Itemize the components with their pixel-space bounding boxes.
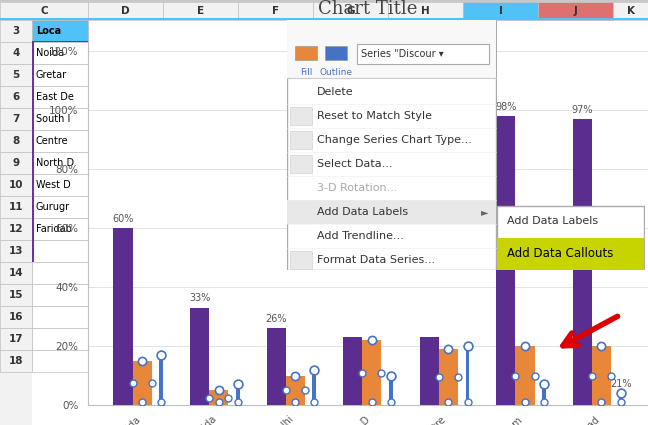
Text: 5: 5 (12, 70, 19, 80)
Point (223, 394, 233, 401)
FancyBboxPatch shape (32, 240, 34, 262)
FancyBboxPatch shape (0, 64, 32, 86)
FancyBboxPatch shape (32, 284, 88, 306)
FancyBboxPatch shape (32, 306, 88, 328)
Text: Select Data...: Select Data... (317, 159, 393, 169)
FancyBboxPatch shape (290, 107, 312, 125)
Bar (619, 393, 623, 405)
Point (596, 343, 607, 349)
FancyBboxPatch shape (290, 131, 312, 149)
Text: 21%: 21% (610, 379, 631, 389)
FancyBboxPatch shape (32, 40, 648, 42)
Text: 18: 18 (9, 356, 23, 366)
Point (606, 372, 616, 379)
Point (156, 399, 167, 405)
FancyBboxPatch shape (0, 2, 88, 20)
Point (510, 372, 520, 379)
Point (376, 369, 387, 376)
Bar (496, 116, 515, 405)
FancyBboxPatch shape (163, 2, 238, 20)
Text: Fill: Fill (300, 68, 312, 77)
Bar (573, 119, 592, 405)
FancyBboxPatch shape (32, 42, 34, 240)
Text: 15: 15 (9, 290, 23, 300)
Point (290, 372, 301, 379)
FancyBboxPatch shape (0, 350, 32, 372)
Point (453, 374, 463, 380)
Bar (466, 346, 469, 405)
Point (586, 372, 597, 379)
FancyBboxPatch shape (32, 262, 88, 284)
Point (309, 399, 319, 405)
FancyBboxPatch shape (357, 44, 489, 64)
FancyBboxPatch shape (32, 240, 88, 262)
FancyBboxPatch shape (32, 152, 88, 174)
Bar (113, 228, 133, 405)
FancyBboxPatch shape (290, 251, 312, 269)
Text: Noida: Noida (36, 48, 64, 58)
Point (214, 399, 224, 405)
Text: F: F (272, 6, 279, 16)
Bar (439, 349, 458, 405)
FancyBboxPatch shape (287, 20, 496, 78)
Point (520, 399, 530, 405)
FancyBboxPatch shape (0, 284, 32, 306)
Point (539, 381, 550, 388)
Text: 7: 7 (12, 114, 19, 124)
FancyBboxPatch shape (388, 2, 463, 20)
FancyBboxPatch shape (0, 20, 648, 425)
Text: 10: 10 (9, 180, 23, 190)
FancyBboxPatch shape (32, 350, 88, 372)
FancyBboxPatch shape (290, 155, 312, 173)
Text: Centre: Centre (36, 136, 69, 146)
Text: Outline: Outline (319, 68, 353, 77)
Text: Add Data Callouts: Add Data Callouts (507, 247, 614, 260)
Point (462, 343, 472, 349)
FancyBboxPatch shape (0, 18, 648, 20)
Point (357, 369, 367, 376)
Text: South I: South I (36, 114, 71, 124)
Point (128, 380, 138, 386)
Point (367, 337, 377, 343)
FancyBboxPatch shape (0, 130, 32, 152)
FancyBboxPatch shape (32, 42, 88, 64)
Text: 8: 8 (12, 136, 19, 146)
Text: K: K (627, 6, 634, 16)
Point (434, 374, 444, 380)
Bar (286, 376, 305, 405)
FancyBboxPatch shape (0, 152, 32, 174)
FancyBboxPatch shape (313, 2, 388, 20)
FancyBboxPatch shape (0, 86, 32, 108)
FancyBboxPatch shape (32, 218, 88, 240)
FancyBboxPatch shape (0, 262, 32, 284)
Point (443, 399, 454, 405)
Text: 4: 4 (12, 48, 19, 58)
FancyBboxPatch shape (497, 206, 644, 270)
FancyBboxPatch shape (0, 174, 32, 196)
Bar (389, 376, 393, 405)
Point (386, 372, 396, 379)
FancyBboxPatch shape (497, 238, 644, 270)
Text: 13: 13 (9, 246, 23, 256)
FancyBboxPatch shape (32, 108, 88, 130)
FancyBboxPatch shape (0, 2, 648, 20)
Text: Add Trendline...: Add Trendline... (317, 231, 404, 241)
Bar (362, 340, 382, 405)
Point (281, 387, 291, 394)
FancyBboxPatch shape (0, 240, 32, 262)
FancyBboxPatch shape (295, 46, 317, 60)
Bar (420, 337, 439, 405)
Point (596, 399, 607, 405)
FancyBboxPatch shape (0, 42, 32, 64)
Point (520, 343, 530, 349)
Point (539, 399, 550, 405)
FancyBboxPatch shape (538, 2, 613, 20)
Point (309, 366, 319, 373)
Text: Add Data Labels: Add Data Labels (317, 207, 408, 217)
Text: Gurugr: Gurugr (36, 202, 70, 212)
Bar (312, 370, 316, 405)
FancyBboxPatch shape (0, 108, 32, 130)
FancyBboxPatch shape (287, 21, 496, 270)
FancyBboxPatch shape (287, 200, 496, 224)
